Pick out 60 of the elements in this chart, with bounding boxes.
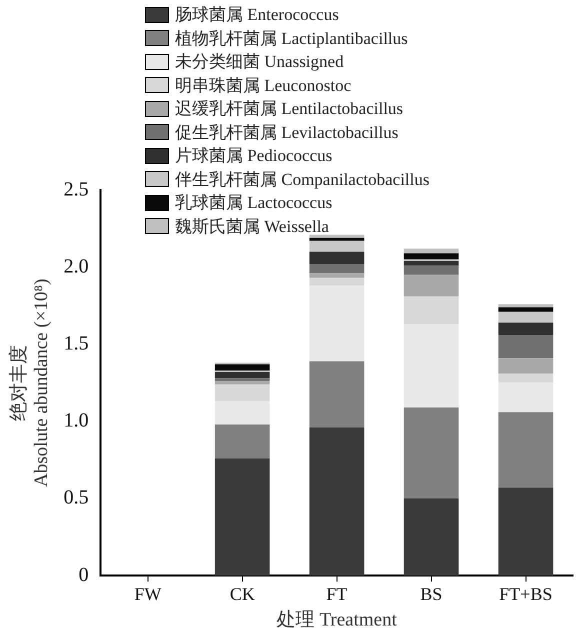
legend-label: 片球菌属 Pediococcus [175, 145, 332, 167]
y-tick-label: 1.5 [64, 332, 89, 354]
x-tick-label: CK [230, 584, 255, 604]
bar [214, 378, 270, 382]
bar [309, 286, 364, 362]
bar [309, 361, 364, 428]
bar [498, 488, 554, 576]
bar [309, 273, 364, 278]
bar [404, 248, 459, 254]
bar [498, 304, 554, 308]
y-tick-label: 2.5 [64, 178, 89, 200]
legend-label: 乳球菌属 Lactococcus [175, 192, 332, 214]
bar [404, 407, 459, 498]
legend-label: 肠球菌属 Enterococcus [175, 4, 339, 26]
y-axis-title: 绝对丰度 Absolute abundance (×10⁸) [7, 278, 52, 487]
legend-label: 魏斯氏菌属 Weissella [175, 216, 329, 238]
bar [404, 498, 459, 576]
bar [498, 412, 554, 488]
bar [498, 312, 554, 323]
bar [404, 260, 459, 266]
legend-label: 植物乳杆菌属 Lactiplantibacillus [175, 28, 408, 50]
legend-label: 促生乳杆菌属 Levilactobacillus [175, 122, 398, 144]
legend-label: 迟缓乳杆菌属 Lentilactobacillus [175, 98, 404, 120]
bar [309, 264, 364, 274]
y-tick-label: 2.0 [64, 255, 89, 278]
bar [214, 458, 270, 576]
bar [404, 274, 459, 296]
bar [309, 238, 364, 241]
x-tick-label: FT+BS [499, 584, 552, 604]
bar [214, 424, 270, 458]
y-tick-label: 0 [78, 564, 89, 586]
bar [309, 278, 364, 286]
bar [404, 253, 459, 260]
x-tick-label: FW [134, 584, 162, 604]
bar [214, 384, 270, 402]
bar [498, 358, 554, 374]
legend-label: 明串珠菌属 Leuconostoc [175, 74, 352, 96]
x-tick-label: FT [326, 584, 348, 604]
bar [404, 296, 459, 324]
y-tick-label: 1.0 [64, 410, 89, 432]
bar [309, 240, 364, 252]
bar [214, 364, 270, 370]
bar [498, 307, 554, 312]
bar [214, 401, 270, 424]
bar [309, 428, 364, 576]
legend-label: 未分类细菌 Unassigned [175, 51, 344, 73]
bar [214, 381, 270, 384]
bar [498, 382, 554, 412]
bar [498, 322, 554, 335]
bar [309, 234, 364, 238]
bar [404, 324, 459, 408]
bar [214, 372, 270, 378]
bar [498, 374, 554, 383]
bar [309, 252, 364, 264]
x-tick-label: BS [420, 584, 442, 604]
legend-label: 伴生乳杆菌属 Companilactobacillus [175, 168, 430, 191]
bar [498, 334, 554, 358]
x-axis-title: 处理 Treatment [276, 610, 398, 631]
bar [404, 266, 459, 275]
y-tick-label: 0.5 [64, 486, 89, 509]
